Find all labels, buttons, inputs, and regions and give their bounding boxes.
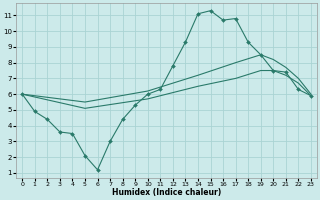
X-axis label: Humidex (Indice chaleur): Humidex (Indice chaleur) bbox=[112, 188, 221, 197]
